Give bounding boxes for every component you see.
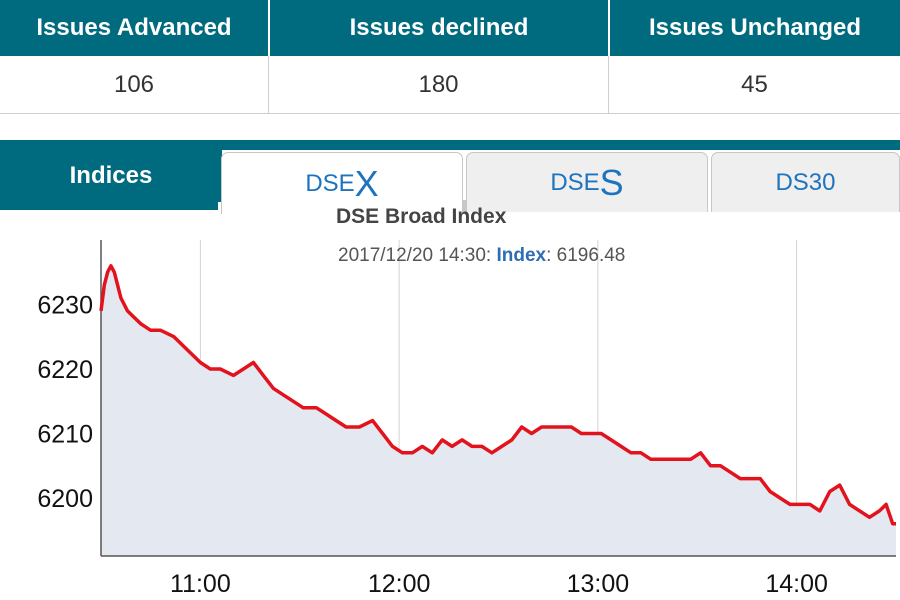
x-tick-label: 13:00 <box>567 570 630 598</box>
series-area <box>101 265 896 556</box>
y-tick-label: 6200 <box>37 485 93 513</box>
tooltip-datetime: 2017/12/20 14:30: <box>338 245 492 266</box>
tooltip-value: 6196.48 <box>556 245 626 266</box>
tab-ds30[interactable]: DS30 <box>711 152 900 212</box>
tab-divider <box>463 200 467 212</box>
market-stats-table: Issues Advanced Issues declined Issues U… <box>0 0 900 114</box>
header-issues-declined: Issues declined <box>268 0 608 56</box>
header-issues-unchanged: Issues Unchanged <box>608 0 900 56</box>
tab-dsex[interactable]: DSE X <box>221 152 463 214</box>
tooltip-key: Index <box>496 245 547 266</box>
tab-dses-suffix: S <box>599 161 624 203</box>
tab-dsex-suffix: X <box>354 162 379 204</box>
index-tab-bar: Indices DSE X DSE S DS30 <box>0 140 900 214</box>
series-line <box>99 264 896 526</box>
value-issues-unchanged: 45 <box>608 56 900 113</box>
chart-title: DSE Broad Index <box>336 205 507 228</box>
header-issues-advanced: Issues Advanced <box>36 14 232 41</box>
x-tick-label: 14:00 <box>765 570 828 598</box>
tab-dsex-prefix: DSE <box>305 169 355 197</box>
x-tick-label: 12:00 <box>368 570 431 598</box>
stats-header-row: Issues Advanced Issues declined Issues U… <box>0 0 900 56</box>
value-issues-advanced: 106 <box>113 70 155 98</box>
tab-dses[interactable]: DSE S <box>466 152 708 212</box>
y-tick-label: 6210 <box>37 420 93 448</box>
tab-bar-band <box>0 140 900 150</box>
y-tick-label: 6230 <box>37 291 93 319</box>
tab-dses-prefix: DSE <box>550 168 600 196</box>
chart-tooltip: 2017/12/20 14:30: Index: 6196.48 <box>338 245 626 266</box>
tab-underline-left <box>0 200 218 210</box>
stats-value-row: 106 180 45 <box>0 56 900 114</box>
indices-tab-background <box>0 140 222 202</box>
y-tick-label: 6220 <box>37 356 93 384</box>
value-issues-declined: 180 <box>268 56 608 113</box>
tab-indices[interactable]: Indices <box>69 162 153 189</box>
x-tick-label: 11:00 <box>170 570 231 598</box>
